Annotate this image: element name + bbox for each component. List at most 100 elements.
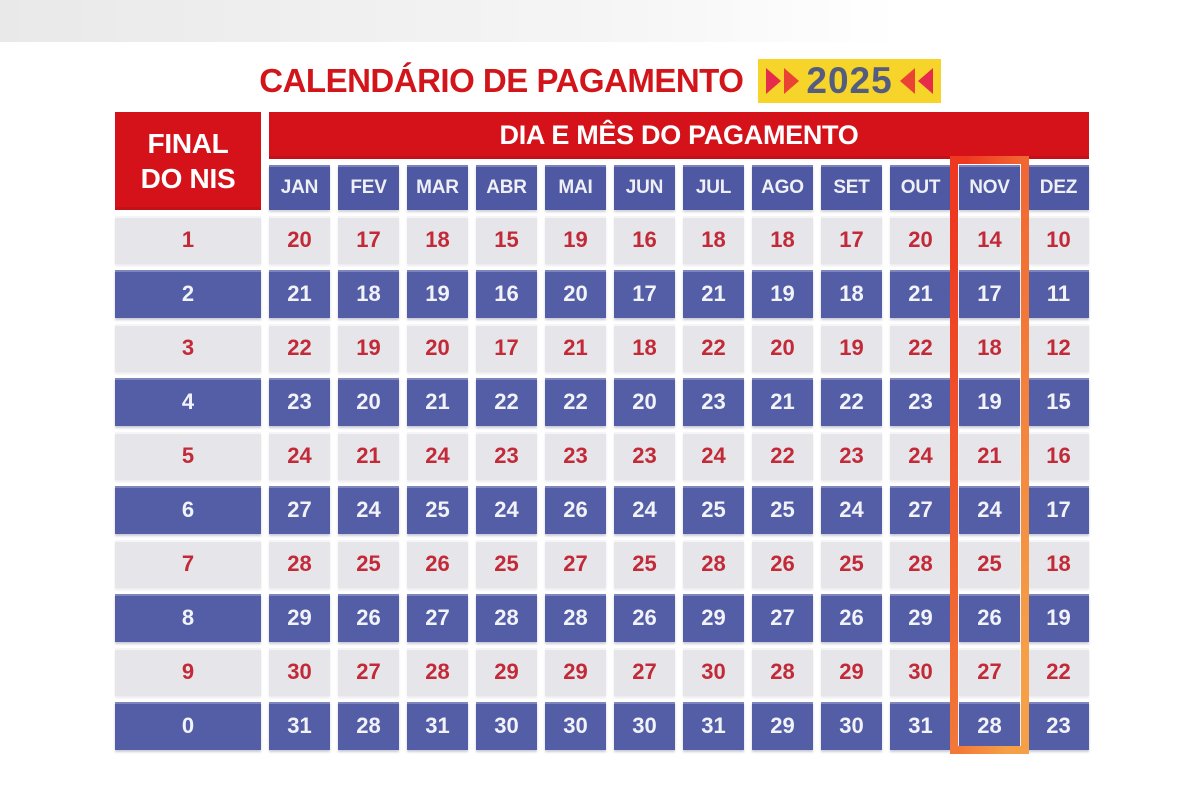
payment-day-jul-nis9: 30 [683,648,744,696]
payment-day-out-nis5: 24 [890,432,951,480]
payment-day-abr-nis1: 15 [476,216,537,264]
payment-day-nov-nis3: 18 [959,324,1020,372]
payment-day-nov-nis2: 17 [959,270,1020,318]
payment-day-out-nis9: 30 [890,648,951,696]
payment-day-mar-nis6: 25 [407,486,468,534]
payment-day-abr-nis3: 17 [476,324,537,372]
payment-day-jun-nis0: 30 [614,702,675,750]
payment-day-nov-nis7: 25 [959,540,1020,588]
chevron-left-icon [917,68,933,94]
payment-day-jun-nis2: 17 [614,270,675,318]
payment-day-fev-nis0: 28 [338,702,399,750]
payment-day-dez-nis5: 16 [1028,432,1089,480]
payment-day-jun-nis4: 20 [614,378,675,426]
payment-day-abr-nis8: 28 [476,594,537,642]
payment-day-jun-nis3: 18 [614,324,675,372]
nis-final-3: 3 [115,324,261,372]
month-header-jul: JUL [683,165,744,210]
double-chevron-right-icon [766,68,800,94]
payment-day-jul-nis5: 24 [683,432,744,480]
payment-day-set-nis4: 22 [821,378,882,426]
payment-day-nov-nis5: 21 [959,432,1020,480]
payment-day-dez-nis0: 23 [1028,702,1089,750]
payment-day-jan-nis2: 21 [269,270,330,318]
payment-day-dez-nis9: 22 [1028,648,1089,696]
payment-day-out-nis8: 29 [890,594,951,642]
year-badge: 2025 [758,59,941,103]
page-title: CALENDÁRIO DE PAGAMENTO [259,62,744,99]
payment-day-mai-nis8: 28 [545,594,606,642]
payment-day-abr-nis6: 24 [476,486,537,534]
payment-day-dez-nis6: 17 [1028,486,1089,534]
payment-day-jan-nis1: 20 [269,216,330,264]
payment-day-mar-nis4: 21 [407,378,468,426]
payment-day-jul-nis7: 28 [683,540,744,588]
payment-day-ago-nis1: 18 [752,216,813,264]
payment-day-jun-nis7: 25 [614,540,675,588]
payment-day-abr-nis2: 16 [476,270,537,318]
payment-day-set-nis6: 24 [821,486,882,534]
payment-day-fev-nis4: 20 [338,378,399,426]
nis-final-9: 9 [115,648,261,696]
payment-day-jul-nis8: 29 [683,594,744,642]
payment-day-fev-nis8: 26 [338,594,399,642]
payment-day-out-nis7: 28 [890,540,951,588]
payment-day-jan-nis3: 22 [269,324,330,372]
payment-day-jan-nis4: 23 [269,378,330,426]
payment-day-jul-nis3: 22 [683,324,744,372]
nis-header-line2: DO NIS [140,163,236,194]
payment-day-ago-nis8: 27 [752,594,813,642]
payment-day-fev-nis1: 17 [338,216,399,264]
payment-day-mar-nis9: 28 [407,648,468,696]
nis-final-7: 7 [115,540,261,588]
payment-day-abr-nis4: 22 [476,378,537,426]
payment-day-jan-nis8: 29 [269,594,330,642]
payment-day-nov-nis1: 14 [959,216,1020,264]
payment-day-mai-nis5: 23 [545,432,606,480]
payment-day-jun-nis1: 16 [614,216,675,264]
payment-day-nov-nis6: 24 [959,486,1020,534]
payment-day-jul-nis4: 23 [683,378,744,426]
payment-day-jun-nis9: 27 [614,648,675,696]
payment-header: DIA E MÊS DO PAGAMENTO [269,112,1089,159]
payment-day-abr-nis7: 25 [476,540,537,588]
month-header-mai: MAI [545,165,606,210]
payment-day-set-nis0: 30 [821,702,882,750]
payment-day-out-nis2: 21 [890,270,951,318]
payment-day-ago-nis6: 25 [752,486,813,534]
nis-final-6: 6 [115,486,261,534]
nis-column-header: FINAL DO NIS [115,112,261,210]
nis-final-1: 1 [115,216,261,264]
payment-day-fev-nis6: 24 [338,486,399,534]
payment-day-jan-nis7: 28 [269,540,330,588]
nis-final-5: 5 [115,432,261,480]
payment-day-mar-nis8: 27 [407,594,468,642]
month-header-fev: FEV [338,165,399,210]
nis-header-line1: FINAL [147,128,229,159]
payment-day-ago-nis2: 19 [752,270,813,318]
payment-day-out-nis6: 27 [890,486,951,534]
double-chevron-left-icon [899,68,933,94]
top-gray-band [0,0,1200,42]
payment-day-set-nis3: 19 [821,324,882,372]
payment-day-fev-nis5: 21 [338,432,399,480]
payment-day-ago-nis0: 29 [752,702,813,750]
payment-day-dez-nis2: 11 [1028,270,1089,318]
month-header-ago: AGO [752,165,813,210]
payment-day-abr-nis9: 29 [476,648,537,696]
payment-day-ago-nis7: 26 [752,540,813,588]
payment-day-dez-nis3: 12 [1028,324,1089,372]
month-header-abr: ABR [476,165,537,210]
payment-day-set-nis7: 25 [821,540,882,588]
payment-day-mai-nis4: 22 [545,378,606,426]
payment-day-dez-nis7: 18 [1028,540,1089,588]
payment-day-mai-nis1: 19 [545,216,606,264]
payment-day-set-nis9: 29 [821,648,882,696]
payment-day-jan-nis9: 30 [269,648,330,696]
payment-day-ago-nis9: 28 [752,648,813,696]
payment-day-jan-nis5: 24 [269,432,330,480]
month-header-jan: JAN [269,165,330,210]
payment-day-jan-nis0: 31 [269,702,330,750]
nis-final-4: 4 [115,378,261,426]
